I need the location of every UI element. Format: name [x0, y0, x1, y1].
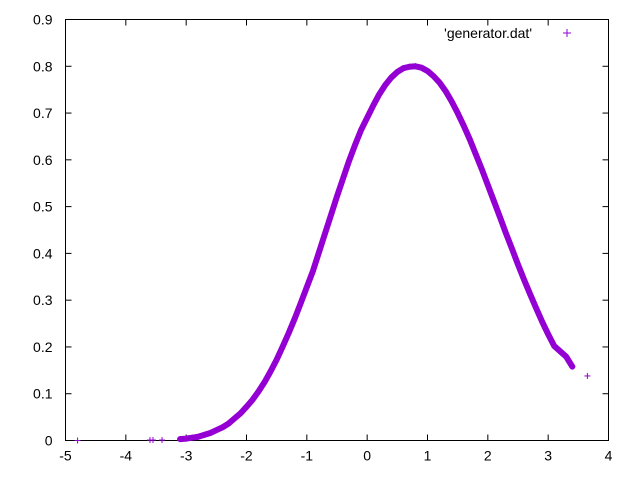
data-point — [315, 249, 322, 256]
data-point — [285, 329, 292, 336]
x-tick-label: -2 — [240, 448, 253, 464]
data-point — [521, 276, 528, 283]
data-point — [388, 74, 395, 81]
legend-label: 'generator.dat' — [444, 25, 532, 41]
data-point — [195, 433, 202, 440]
data-point — [364, 114, 371, 121]
x-tick-label: 1 — [424, 448, 432, 464]
data-point — [406, 63, 413, 70]
y-tick-label: 0.2 — [33, 339, 53, 355]
data-point — [255, 388, 262, 395]
data-point — [207, 430, 214, 437]
data-point — [303, 284, 310, 291]
legend: 'generator.dat' — [444, 25, 571, 41]
data-point — [442, 88, 449, 95]
data-point — [291, 315, 298, 322]
data-point — [430, 73, 437, 80]
data-points — [74, 63, 591, 444]
data-point — [466, 136, 473, 143]
data-point — [460, 122, 467, 129]
data-point — [418, 64, 425, 71]
data-point — [267, 368, 274, 375]
data-point — [358, 126, 365, 133]
data-point — [584, 372, 591, 379]
data-point — [490, 197, 497, 204]
x-axis: -5 -4 -3 -2 -1 0 1 2 3 4 — [59, 19, 613, 464]
data-point — [243, 403, 250, 410]
data-point — [478, 166, 485, 173]
data-point — [297, 299, 304, 306]
data-point — [273, 356, 280, 363]
data-point — [213, 427, 220, 434]
data-point — [149, 437, 156, 444]
data-point — [177, 436, 184, 443]
x-tick-label: -1 — [301, 448, 314, 464]
x-tick-label: -3 — [180, 448, 193, 464]
data-point — [539, 318, 546, 325]
data-point — [159, 437, 166, 444]
x-tick-label: 2 — [484, 448, 492, 464]
data-point — [502, 230, 509, 237]
data-point — [189, 434, 196, 441]
y-tick-label: 0.7 — [33, 105, 53, 121]
data-point — [533, 305, 540, 312]
data-point — [309, 268, 316, 275]
data-point — [394, 68, 401, 75]
y-tick-label: 0.4 — [33, 245, 53, 261]
data-point — [183, 435, 190, 442]
legend-marker — [563, 29, 571, 37]
data-point — [527, 291, 534, 298]
data-point — [412, 63, 419, 70]
x-tick-label: 3 — [544, 448, 552, 464]
data-point — [352, 141, 359, 148]
data-point — [376, 91, 383, 98]
data-point — [321, 230, 328, 237]
data-point — [545, 331, 552, 338]
plot-frame — [65, 19, 609, 441]
data-point — [340, 175, 347, 182]
data-point — [508, 245, 515, 252]
data-point — [279, 343, 286, 350]
data-point — [74, 437, 81, 444]
y-tick-label: 0.3 — [33, 292, 53, 308]
data-point — [219, 424, 226, 431]
data-point — [448, 98, 455, 105]
data-point — [346, 157, 353, 164]
data-point — [436, 79, 443, 86]
data-point — [261, 379, 268, 386]
data-point — [484, 182, 491, 189]
data-point — [334, 193, 340, 200]
series-band — [177, 63, 576, 443]
y-tick-label: 0.5 — [33, 199, 53, 215]
y-tick-label: 0.1 — [33, 386, 53, 402]
data-point — [225, 420, 232, 427]
data-point — [551, 343, 558, 350]
data-point — [249, 396, 256, 403]
y-tick-label: 0 — [45, 433, 53, 449]
data-point — [400, 65, 407, 72]
data-point — [327, 212, 334, 219]
data-point — [454, 110, 461, 117]
data-point — [496, 213, 503, 220]
x-tick-label: -5 — [59, 448, 72, 464]
data-point — [201, 431, 208, 438]
x-tick-label: -4 — [120, 448, 133, 464]
y-tick-label: 0.8 — [33, 58, 53, 74]
y-tick-label: 0.6 — [33, 152, 53, 168]
data-point — [237, 410, 244, 417]
data-point — [563, 353, 570, 360]
x-tick-label: 4 — [605, 448, 613, 464]
y-axis: 0 0.1 0.2 0.3 0.4 0.5 0.6 0.7 0.8 0.9 — [33, 12, 609, 449]
data-point — [382, 81, 389, 88]
x-tick-label: 0 — [363, 448, 371, 464]
data-point — [569, 363, 576, 370]
data-point — [370, 102, 377, 109]
data-point — [515, 261, 521, 268]
data-point — [231, 415, 238, 422]
y-tick-label: 0.9 — [33, 12, 53, 28]
data-point — [424, 67, 431, 74]
data-point — [472, 151, 479, 158]
